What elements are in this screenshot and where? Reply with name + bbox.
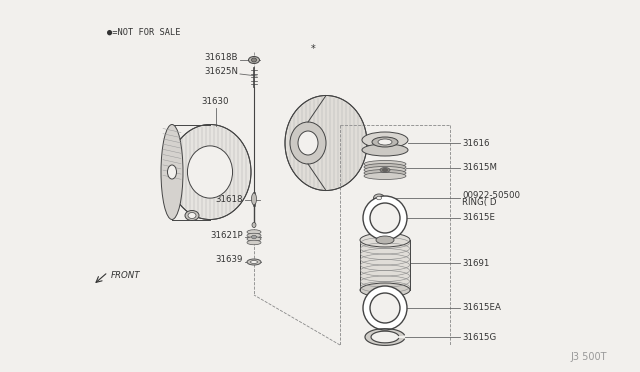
Ellipse shape [247, 230, 261, 234]
Text: 31618B: 31618B [205, 54, 238, 62]
Text: 31618: 31618 [216, 196, 243, 205]
Ellipse shape [383, 169, 387, 171]
Ellipse shape [370, 293, 400, 323]
Ellipse shape [252, 235, 257, 239]
Ellipse shape [364, 170, 406, 176]
Ellipse shape [247, 233, 261, 238]
Ellipse shape [285, 96, 367, 190]
Ellipse shape [298, 131, 318, 155]
Text: 31615E: 31615E [462, 214, 495, 222]
Text: 31615G: 31615G [462, 333, 496, 341]
Ellipse shape [252, 58, 257, 62]
Ellipse shape [252, 222, 256, 228]
Ellipse shape [376, 236, 394, 244]
Ellipse shape [364, 164, 406, 170]
Ellipse shape [188, 146, 232, 198]
Ellipse shape [362, 132, 408, 148]
Ellipse shape [376, 196, 381, 200]
Text: 00922-50500: 00922-50500 [462, 190, 520, 199]
Ellipse shape [185, 211, 199, 221]
Ellipse shape [363, 196, 407, 240]
Ellipse shape [363, 286, 407, 330]
Text: 31630: 31630 [201, 97, 228, 106]
Text: ●=NOT FOR SALE: ●=NOT FOR SALE [107, 28, 180, 37]
Ellipse shape [248, 57, 259, 64]
Ellipse shape [168, 165, 177, 179]
Text: J3 500T: J3 500T [570, 352, 607, 362]
Text: RING( D: RING( D [462, 199, 497, 208]
Ellipse shape [290, 122, 326, 164]
Bar [360, 240, 410, 290]
Ellipse shape [161, 125, 183, 219]
Ellipse shape [364, 160, 406, 167]
Text: 31616: 31616 [462, 138, 490, 148]
Text: 31625N: 31625N [204, 67, 238, 77]
Ellipse shape [378, 139, 392, 145]
Ellipse shape [360, 233, 410, 247]
Ellipse shape [247, 259, 261, 265]
Ellipse shape [364, 167, 406, 173]
Text: 31639: 31639 [216, 256, 243, 264]
Ellipse shape [247, 237, 261, 241]
Text: 31621P: 31621P [211, 231, 243, 240]
Ellipse shape [169, 125, 251, 219]
Ellipse shape [252, 193, 257, 205]
Polygon shape [365, 328, 404, 345]
Ellipse shape [374, 194, 385, 202]
Ellipse shape [364, 173, 406, 180]
Ellipse shape [372, 137, 398, 147]
Ellipse shape [250, 260, 257, 263]
Ellipse shape [247, 240, 261, 245]
Text: 31615EA: 31615EA [462, 304, 501, 312]
Ellipse shape [370, 203, 400, 233]
Text: FRONT: FRONT [111, 272, 141, 280]
Ellipse shape [188, 212, 196, 218]
Text: *: * [311, 44, 316, 54]
Text: 31615M: 31615M [462, 164, 497, 173]
Ellipse shape [360, 283, 410, 297]
Text: 31691: 31691 [462, 259, 490, 267]
Ellipse shape [362, 144, 408, 156]
Ellipse shape [380, 167, 390, 173]
